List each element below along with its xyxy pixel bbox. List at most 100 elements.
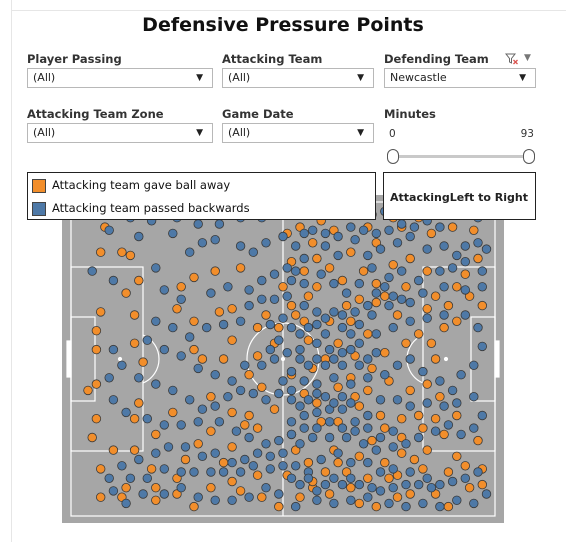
ball-given-away-point[interactable] [218, 457, 229, 468]
passed-backwards-point[interactable] [405, 316, 415, 327]
passed-backwards-point[interactable] [397, 219, 407, 229]
ball-given-away-point[interactable] [274, 322, 284, 333]
passed-backwards-point[interactable] [286, 473, 297, 484]
passed-backwards-point[interactable] [176, 467, 186, 477]
attacking-team-dropdown[interactable]: (All) ▼ [222, 68, 374, 88]
passed-backwards-point[interactable] [477, 410, 488, 421]
passed-backwards-point[interactable] [452, 495, 462, 506]
passed-backwards-point[interactable] [87, 266, 97, 276]
passed-backwards-point[interactable] [312, 319, 322, 330]
passed-backwards-point[interactable] [248, 247, 259, 257]
ball-given-away-point[interactable] [418, 423, 428, 433]
passed-backwards-point[interactable] [312, 486, 322, 496]
ball-given-away-point[interactable] [414, 410, 424, 421]
passed-backwards-point[interactable] [363, 300, 373, 311]
passed-backwards-point[interactable] [286, 322, 297, 333]
passed-backwards-point[interactable] [312, 307, 322, 317]
passed-backwards-point[interactable] [240, 360, 250, 371]
passed-backwards-point[interactable] [312, 495, 322, 506]
passed-backwards-point[interactable] [392, 238, 403, 248]
passed-backwards-point[interactable] [201, 322, 212, 333]
passed-backwards-point[interactable] [422, 473, 432, 484]
ball-given-away-point[interactable] [96, 492, 106, 502]
passed-backwards-point[interactable] [439, 401, 449, 411]
ball-given-away-point[interactable] [138, 357, 148, 367]
passed-backwards-point[interactable] [346, 379, 356, 389]
minutes-slider[interactable] [386, 148, 536, 166]
ball-given-away-point[interactable] [214, 307, 225, 317]
ball-given-away-point[interactable] [261, 310, 271, 320]
ball-given-away-point[interactable] [426, 338, 437, 349]
ball-given-away-point[interactable] [452, 316, 462, 327]
passed-backwards-point[interactable] [358, 225, 369, 236]
ball-given-away-point[interactable] [337, 275, 348, 286]
passed-backwards-point[interactable] [286, 429, 297, 440]
ball-given-away-point[interactable] [129, 445, 140, 455]
passed-backwards-point[interactable] [312, 407, 322, 418]
passed-backwards-point[interactable] [193, 492, 203, 502]
passed-backwards-point[interactable] [159, 344, 170, 355]
passed-backwards-point[interactable] [151, 263, 161, 273]
passed-backwards-point[interactable] [346, 344, 356, 355]
passed-backwards-point[interactable] [329, 473, 339, 484]
passed-backwards-point[interactable] [320, 391, 331, 402]
passed-backwards-point[interactable] [159, 420, 170, 430]
ball-given-away-point[interactable] [240, 420, 250, 430]
passed-backwards-point[interactable] [104, 373, 114, 383]
passed-backwards-point[interactable] [261, 238, 271, 248]
passed-backwards-point[interactable] [354, 319, 365, 330]
passed-backwards-point[interactable] [320, 479, 331, 490]
passed-backwards-point[interactable] [329, 354, 339, 364]
ball-given-away-point[interactable] [333, 338, 343, 349]
ball-given-away-point[interactable] [312, 253, 322, 264]
passed-backwards-point[interactable] [168, 228, 178, 239]
passed-backwards-point[interactable] [227, 495, 237, 506]
ball-given-away-point[interactable] [151, 483, 161, 493]
passed-backwards-point[interactable] [223, 391, 233, 402]
passed-backwards-point[interactable] [481, 244, 492, 254]
ball-given-away-point[interactable] [121, 483, 131, 493]
ball-given-away-point[interactable] [91, 344, 102, 355]
passed-backwards-point[interactable] [197, 238, 208, 248]
passed-backwards-point[interactable] [299, 423, 309, 433]
ball-given-away-point[interactable] [172, 304, 182, 314]
ball-given-away-point[interactable] [227, 476, 237, 487]
ball-given-away-point[interactable] [443, 467, 454, 477]
ball-given-away-point[interactable] [180, 454, 191, 465]
passed-backwards-point[interactable] [235, 385, 246, 396]
passed-backwards-point[interactable] [312, 338, 322, 349]
ball-given-away-point[interactable] [422, 266, 432, 276]
passed-backwards-point[interactable] [371, 347, 382, 358]
passed-backwards-point[interactable] [134, 373, 144, 383]
ball-given-away-point[interactable] [367, 363, 377, 374]
passed-backwards-point[interactable] [354, 479, 365, 490]
passed-backwards-point[interactable] [227, 376, 237, 386]
ball-given-away-point[interactable] [435, 391, 445, 402]
passed-backwards-point[interactable] [324, 432, 335, 443]
ball-given-away-point[interactable] [244, 410, 254, 421]
ball-given-away-point[interactable] [469, 225, 479, 236]
passed-backwards-point[interactable] [375, 467, 386, 477]
passed-backwards-point[interactable] [367, 483, 377, 493]
passed-backwards-point[interactable] [197, 451, 208, 462]
passed-backwards-point[interactable] [159, 489, 170, 499]
passed-backwards-point[interactable] [337, 423, 348, 433]
ball-given-away-point[interactable] [363, 473, 373, 484]
ball-given-away-point[interactable] [477, 479, 488, 490]
passed-backwards-point[interactable] [121, 498, 131, 509]
passed-backwards-point[interactable] [447, 263, 458, 273]
ball-given-away-point[interactable] [227, 442, 237, 452]
passed-backwards-point[interactable] [197, 404, 208, 414]
slider-track[interactable] [393, 155, 527, 158]
passed-backwards-point[interactable] [371, 288, 382, 298]
passed-backwards-point[interactable] [460, 241, 471, 251]
ball-given-away-point[interactable] [121, 288, 131, 298]
passed-backwards-point[interactable] [447, 476, 458, 487]
passed-backwards-point[interactable] [180, 442, 191, 452]
passed-backwards-point[interactable] [282, 347, 292, 358]
passed-backwards-point[interactable] [286, 385, 297, 396]
passed-backwards-point[interactable] [354, 360, 365, 371]
passed-backwards-point[interactable] [477, 341, 488, 352]
passed-backwards-point[interactable] [312, 379, 322, 389]
passed-backwards-point[interactable] [163, 442, 174, 452]
